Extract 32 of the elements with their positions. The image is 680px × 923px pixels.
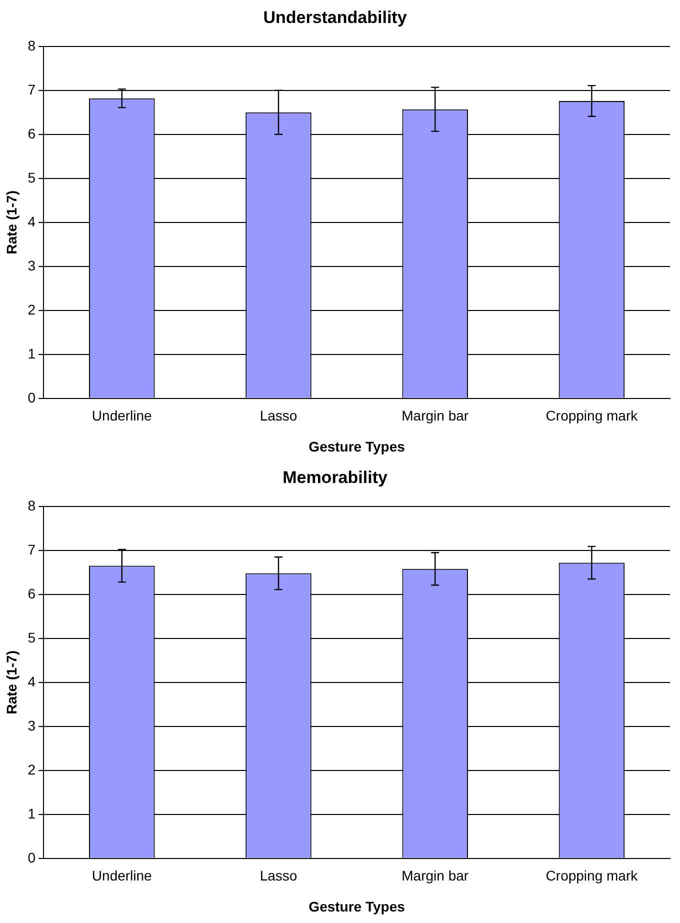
y-axis-title: Rate (1-7) (3, 190, 20, 254)
x-tick-label: Cropping mark (546, 408, 639, 424)
y-tick-label: 4 (28, 673, 36, 690)
x-tick-label: Margin bar (402, 868, 469, 884)
y-tick-label: 7 (28, 81, 36, 98)
y-tick-label: 0 (28, 389, 36, 406)
y-tick-label: 3 (28, 257, 36, 274)
y-tick-label: 3 (28, 717, 36, 734)
y-tick-label: 1 (28, 805, 36, 822)
chart-title: Memorability (282, 468, 388, 487)
y-tick-label: 8 (28, 497, 36, 514)
y-tick-label: 4 (28, 213, 36, 230)
y-tick-label: 2 (28, 301, 36, 318)
y-tick-label: 0 (28, 849, 36, 866)
y-tick-label: 6 (28, 585, 36, 602)
y-tick-label: 5 (28, 629, 36, 646)
x-tick-label: Lasso (260, 868, 298, 884)
y-tick-label: 1 (28, 345, 36, 362)
y-tick-label: 6 (28, 125, 36, 142)
x-tick-label: Cropping mark (546, 868, 639, 884)
x-axis-title: Gesture Types (308, 898, 406, 914)
x-tick-label: Underline (92, 408, 152, 424)
y-tick-label: 2 (28, 761, 36, 778)
x-axis-title: Gesture Types (308, 438, 406, 454)
y-tick-label: 5 (28, 169, 36, 186)
y-tick-label: 7 (28, 541, 36, 558)
y-tick-label: 8 (28, 37, 36, 54)
x-tick-label: Lasso (260, 408, 298, 424)
x-tick-label: Underline (92, 868, 152, 884)
x-tick-label: Margin bar (402, 408, 469, 424)
chart-title: Understandability (263, 8, 408, 27)
y-axis-title: Rate (1-7) (3, 650, 20, 714)
